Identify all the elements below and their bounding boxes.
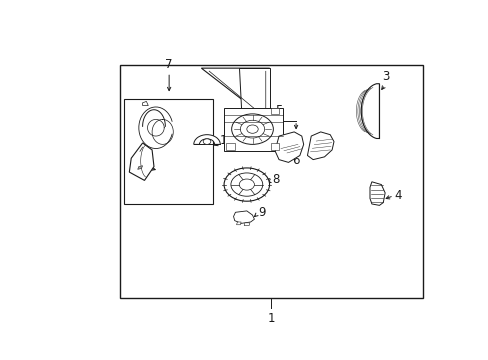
Text: 10: 10 — [219, 134, 234, 147]
Polygon shape — [142, 146, 148, 150]
Polygon shape — [142, 102, 148, 105]
Bar — [120, 66, 422, 298]
Polygon shape — [369, 182, 385, 205]
Polygon shape — [233, 211, 254, 223]
Polygon shape — [275, 132, 303, 162]
Bar — [271, 108, 279, 114]
Circle shape — [246, 125, 258, 133]
Circle shape — [224, 168, 269, 201]
Polygon shape — [361, 84, 379, 139]
Circle shape — [239, 179, 254, 190]
Polygon shape — [239, 68, 269, 146]
Text: 8: 8 — [272, 172, 280, 185]
Text: 4: 4 — [394, 189, 401, 202]
Bar — [224, 108, 282, 151]
Polygon shape — [236, 222, 241, 225]
Polygon shape — [129, 143, 154, 180]
Bar — [225, 143, 235, 150]
Bar — [123, 99, 212, 204]
Text: 7: 7 — [165, 58, 173, 71]
Polygon shape — [307, 132, 333, 159]
Text: 9: 9 — [258, 206, 265, 219]
Wedge shape — [193, 135, 220, 144]
Text: 3: 3 — [382, 71, 389, 84]
Circle shape — [231, 114, 273, 144]
Circle shape — [230, 173, 262, 196]
Text: 1: 1 — [267, 312, 275, 325]
Circle shape — [240, 120, 264, 138]
Text: 2: 2 — [139, 161, 146, 174]
Circle shape — [203, 139, 210, 144]
Text: 5: 5 — [275, 104, 282, 117]
Polygon shape — [201, 68, 269, 121]
Text: 6: 6 — [292, 154, 299, 167]
Bar — [271, 143, 279, 150]
Polygon shape — [138, 166, 142, 169]
Polygon shape — [244, 223, 249, 226]
